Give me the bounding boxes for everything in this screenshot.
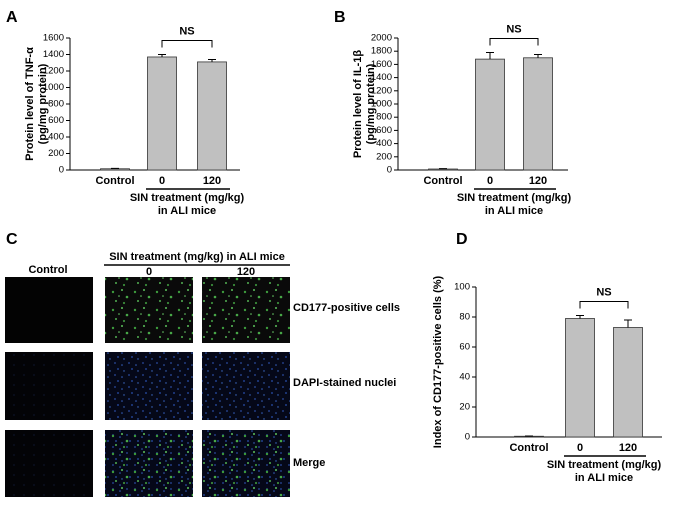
y-tick-label: 200 — [48, 148, 64, 159]
y-tick-label: 60 — [459, 342, 470, 353]
error-bar — [534, 55, 542, 58]
y-tick-label: 20 — [459, 402, 470, 413]
y-tick-label: 40 — [459, 372, 470, 383]
x-axis-label: SIN treatment (mg/kg) — [457, 192, 572, 204]
y-tick-label: 80 — [459, 312, 470, 323]
bar — [101, 169, 130, 170]
bar — [198, 62, 227, 170]
x-tick-label: Control — [423, 175, 462, 187]
y-tick-label: 1200 — [43, 66, 64, 77]
x-axis-label: in ALI mice — [158, 205, 216, 217]
significance-bracket — [580, 302, 628, 309]
error-bar — [624, 320, 632, 328]
y-tick-label: 2000 — [371, 33, 392, 44]
y-tick-label: 1200 — [371, 85, 392, 96]
bar — [524, 58, 553, 170]
row-label: CD177-positive cells — [293, 302, 400, 314]
x-tick-label: Control — [95, 175, 134, 187]
y-axis-label: Index of CD177-positive cells (%) — [432, 275, 444, 448]
error-bar — [486, 53, 494, 60]
x-tick-label: Control — [509, 442, 548, 454]
y-tick-label: 800 — [48, 99, 64, 110]
x-tick-label: 120 — [529, 175, 547, 187]
x-axis-label: SIN treatment (mg/kg) — [130, 192, 245, 204]
y-axis-label: Protein level of IL-1β — [352, 50, 364, 158]
y-tick-label: 0 — [387, 165, 392, 176]
significance-bracket — [162, 41, 212, 48]
y-tick-label: 1600 — [371, 59, 392, 70]
micrograph — [105, 277, 193, 343]
column-label: 0 — [146, 266, 152, 278]
micrograph — [105, 352, 193, 420]
annotation: NS — [506, 23, 521, 35]
panel-label: A — [6, 9, 18, 26]
y-tick-label: 800 — [376, 112, 392, 123]
annotation: NS — [179, 25, 194, 37]
y-tick-label: 400 — [376, 138, 392, 149]
micrograph — [202, 430, 290, 497]
y-tick-label: 600 — [48, 115, 64, 126]
x-tick-label: 120 — [203, 175, 221, 187]
y-tick-label: 1000 — [43, 82, 64, 93]
panel-label: C — [6, 231, 18, 248]
y-tick-label: 1400 — [371, 72, 392, 83]
y-tick-label: 600 — [376, 125, 392, 136]
y-tick-label: 1400 — [43, 49, 64, 60]
x-tick-label: 0 — [159, 175, 165, 187]
row-label: DAPI-stained nuclei — [293, 377, 396, 389]
micrograph — [5, 352, 93, 420]
bar — [614, 328, 643, 438]
x-axis-label: in ALI mice — [575, 472, 633, 484]
y-tick-label: 1800 — [371, 46, 392, 57]
bar — [476, 59, 505, 170]
y-tick-label: 0 — [465, 432, 470, 443]
panel-label: B — [334, 9, 346, 26]
y-tick-label: 100 — [454, 282, 470, 293]
significance-bracket — [490, 39, 538, 46]
micrograph — [202, 277, 290, 343]
micrograph — [5, 430, 93, 497]
bar — [148, 57, 177, 170]
row-label: Merge — [293, 457, 325, 469]
annotation: NS — [596, 286, 611, 298]
x-axis-label: in ALI mice — [485, 205, 543, 217]
y-axis-label: Protein level of TNF-α — [24, 47, 36, 161]
x-axis-label: SIN treatment (mg/kg) — [547, 459, 662, 471]
micrograph — [105, 430, 193, 497]
x-tick-label: 120 — [619, 442, 637, 454]
panel-label: D — [456, 231, 468, 248]
micrograph — [202, 352, 290, 420]
y-tick-label: 1000 — [371, 99, 392, 110]
column-label: 120 — [237, 266, 255, 278]
micrograph — [5, 277, 93, 343]
panel-header: SIN treatment (mg/kg) in ALI mice — [109, 251, 285, 263]
bar — [566, 319, 595, 438]
y-tick-label: 1600 — [43, 33, 64, 44]
y-tick-label: 0 — [59, 165, 64, 176]
y-tick-label: 200 — [376, 151, 392, 162]
error-bar — [576, 316, 584, 319]
x-tick-label: 0 — [577, 442, 583, 454]
column-label: Control — [28, 264, 67, 276]
x-tick-label: 0 — [487, 175, 493, 187]
y-tick-label: 400 — [48, 132, 64, 143]
